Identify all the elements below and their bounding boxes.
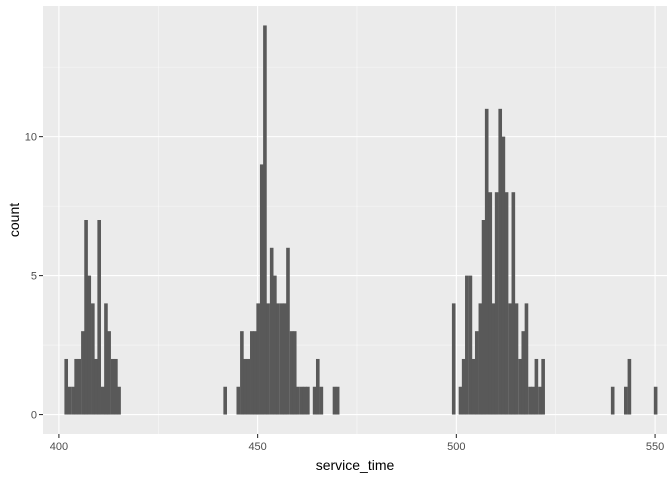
histogram-bar — [100, 386, 105, 415]
y-tick-label: 10 — [25, 132, 37, 144]
histogram-bar — [266, 303, 270, 415]
histogram-bar — [94, 358, 98, 415]
x-tick-label: 550 — [646, 441, 664, 453]
histogram-bar — [246, 358, 251, 415]
histogram-bar — [302, 386, 307, 415]
histogram-bar — [289, 331, 294, 415]
histogram-bar — [259, 164, 264, 415]
histogram-bar — [521, 331, 526, 415]
histogram-bar — [273, 275, 277, 415]
histogram-bar — [104, 303, 108, 415]
histogram-bar — [538, 386, 542, 415]
histogram-bar — [624, 386, 628, 415]
histogram-bar — [243, 358, 247, 415]
histogram-bar — [286, 247, 290, 415]
histogram-bar — [511, 192, 516, 415]
histogram-bar — [71, 386, 75, 415]
histogram-bar — [627, 358, 632, 415]
histogram-bar — [269, 247, 274, 415]
grid-major — [43, 6, 667, 434]
histogram-bar — [223, 386, 227, 415]
histogram-bar — [91, 303, 95, 415]
histogram-bar — [292, 331, 297, 415]
histogram-bar — [299, 386, 304, 415]
histogram-bar — [451, 303, 456, 415]
histogram-bar — [514, 303, 519, 415]
histogram-bar — [276, 303, 280, 415]
histogram-bar — [263, 25, 267, 415]
histogram-bar — [471, 358, 476, 415]
grid-minor — [43, 6, 667, 434]
histogram-bar — [498, 108, 503, 415]
histogram-bar — [236, 386, 241, 415]
histogram-bar — [97, 220, 101, 415]
x-axis: 400 450 500 550 — [50, 434, 664, 453]
histogram-bar — [312, 386, 317, 415]
histogram-bar — [501, 136, 506, 415]
x-tick-label: 450 — [248, 441, 266, 453]
histogram-bar — [64, 358, 69, 415]
histogram-bar — [478, 303, 483, 415]
histogram-bar — [335, 386, 340, 415]
histogram-bar — [458, 386, 463, 415]
histogram-bar — [653, 386, 658, 415]
histogram-bar — [282, 303, 287, 415]
histogram-bar — [494, 192, 499, 415]
histogram-bar — [67, 386, 72, 415]
histogram-bar — [508, 303, 512, 415]
histogram-bar — [491, 303, 496, 415]
histogram-bar — [531, 386, 536, 415]
histogram-bar — [518, 358, 522, 415]
histogram-bar — [240, 331, 244, 415]
histogram-bar — [488, 192, 493, 415]
x-tick-label: 400 — [50, 441, 68, 453]
histogram-bar — [534, 358, 539, 415]
histogram-bar — [77, 358, 82, 415]
y-axis: 0 5 10 — [25, 132, 43, 422]
histogram-bar — [279, 303, 284, 415]
histogram-bar — [110, 358, 115, 415]
histogram-bar — [610, 386, 615, 415]
histogram-bar — [84, 220, 88, 415]
histogram-bar — [81, 331, 85, 415]
histogram-bar — [117, 386, 121, 415]
histogram-bar — [253, 331, 257, 415]
histogram-bar — [468, 275, 473, 415]
plot-panel — [43, 6, 667, 434]
y-tick-label: 5 — [31, 271, 37, 283]
histogram-bar — [87, 275, 92, 415]
histogram-bar — [528, 386, 532, 415]
histogram-bar — [114, 358, 118, 415]
bars — [64, 25, 658, 415]
histogram-bar — [296, 386, 300, 415]
histogram-bar — [74, 358, 78, 415]
histogram-bar — [504, 192, 509, 415]
histogram-bar — [465, 275, 469, 415]
x-tick-label: 500 — [447, 441, 465, 453]
histogram-bar — [319, 386, 324, 415]
histogram-bar — [332, 386, 337, 415]
x-axis-title: service_time — [316, 457, 395, 473]
histogram-bar — [306, 386, 310, 415]
histogram-bar — [461, 358, 466, 415]
histogram-bar — [474, 331, 479, 415]
histogram-bar — [107, 331, 111, 415]
histogram-bar — [524, 303, 529, 415]
histogram-bar — [541, 358, 545, 415]
histogram-bar — [481, 220, 486, 415]
histogram-bar — [315, 358, 320, 415]
histogram-bar — [256, 303, 260, 415]
y-tick-label: 0 — [31, 410, 37, 422]
histogram-bar — [250, 331, 254, 415]
histogram-bar — [484, 108, 489, 415]
y-axis-title: count — [6, 203, 22, 237]
